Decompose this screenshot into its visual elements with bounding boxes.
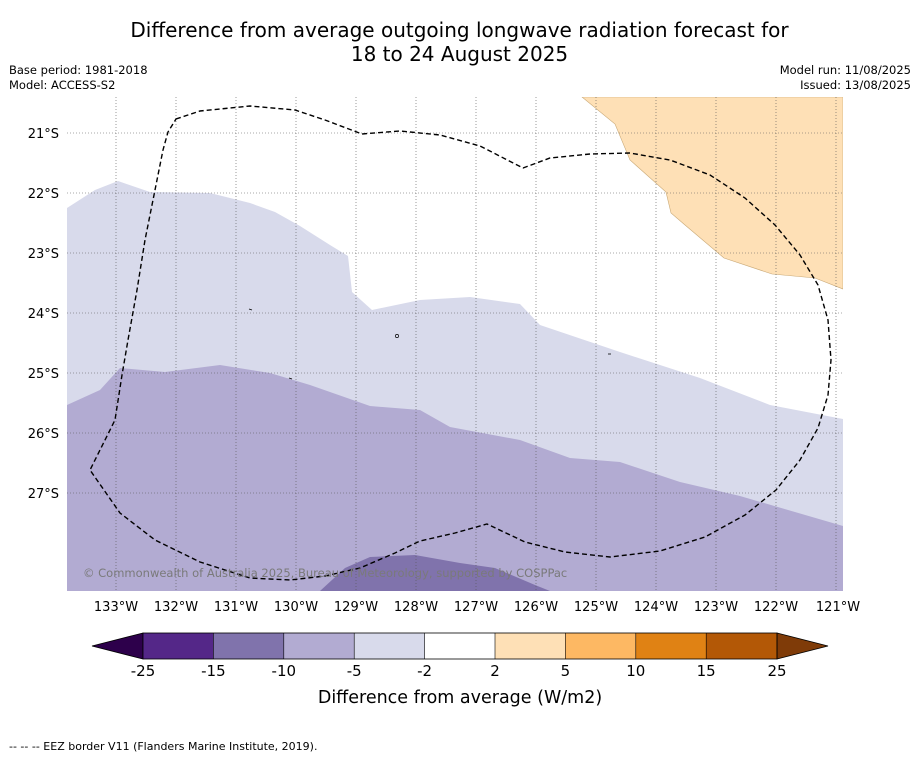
lon-label: 123°W <box>694 600 738 615</box>
lon-label: 131°W <box>214 600 258 615</box>
lon-label: 122°W <box>754 600 798 615</box>
meta-right: Model run: 11/08/2025 Issued: 13/08/2025 <box>780 63 911 92</box>
colorbar-segment <box>354 633 425 659</box>
colorbar: -25 -15 -10 -5 -2 2 5 10 15 25 Differenc… <box>91 632 829 708</box>
colorbar-segment <box>706 633 777 659</box>
lat-label: 27°S <box>28 487 59 502</box>
colorbar-tick: 25 <box>767 662 786 680</box>
eez-border <box>89 105 832 581</box>
lon-label: 125°W <box>574 600 618 615</box>
colorbar-segment <box>424 633 495 659</box>
title-line-2: 18 to 24 August 2025 <box>350 42 569 66</box>
lon-label: 133°W <box>94 600 138 615</box>
meta-left: Base period: 1981-2018 Model: ACCESS-S2 <box>9 63 148 92</box>
colorbar-tick: -25 <box>131 662 156 680</box>
anomaly-region-medium-lavender <box>67 365 843 591</box>
model-run: Model run: 11/08/2025 <box>779 63 911 77</box>
colorbar-segment <box>283 633 355 659</box>
island-marker <box>248 308 253 311</box>
lat-label: 21°S <box>28 127 59 142</box>
base-period: Base period: 1981-2018 <box>9 63 148 77</box>
lon-label: 127°W <box>454 600 498 615</box>
model-name: Model: ACCESS-S2 <box>9 77 116 92</box>
lon-label: 132°W <box>154 600 198 615</box>
colorbar-tick: -15 <box>201 662 226 680</box>
colorbar-dividers <box>213 633 707 659</box>
map-area: © Commonwealth of Australia 2025, Bureau… <box>67 97 843 591</box>
lon-label: 128°W <box>394 600 438 615</box>
colorbar-segment <box>495 633 566 659</box>
lon-label: 124°W <box>634 600 678 615</box>
colorbar-tick: 10 <box>626 662 645 680</box>
colorbar-tick: -10 <box>272 662 297 680</box>
lon-label: 126°W <box>514 600 558 615</box>
colorbar-frame <box>142 632 778 660</box>
colorbar-tick-labels: -25 -15 -10 -5 -2 2 5 10 15 25 <box>131 662 787 680</box>
colorbar-tick: 2 <box>490 662 500 680</box>
colorbar-tick: 5 <box>561 662 571 680</box>
lon-label: 130°W <box>274 600 318 615</box>
lat-label: 25°S <box>28 367 59 382</box>
colorbar-segment <box>565 633 636 659</box>
colorbar-tick: 15 <box>697 662 716 680</box>
parallel-gridlines <box>67 132 843 494</box>
eez-footnote: -- -- -- EEZ border V11 (Flanders Marine… <box>9 740 318 753</box>
lat-label: 22°S <box>28 187 59 202</box>
colorbar-extend-max <box>776 632 829 660</box>
lat-label: 26°S <box>28 427 59 442</box>
lon-label: 121°W <box>816 600 860 615</box>
lat-label: 23°S <box>28 247 59 262</box>
island-marker <box>395 334 399 338</box>
colorbar-segment <box>213 633 284 659</box>
title-line-1: Difference from average outgoing longwav… <box>130 18 789 42</box>
lat-label: 24°S <box>28 307 59 322</box>
longitude-labels: 133°W 132°W 131°W 130°W 129°W 128°W 127°… <box>94 600 860 615</box>
colorbar-label: Difference from average (W/m2) <box>318 688 602 708</box>
island-marker <box>288 377 293 380</box>
colorbar-tick: -5 <box>347 662 362 680</box>
colorbar-extend-min <box>91 632 144 660</box>
colorbar-tick: -2 <box>417 662 432 680</box>
colorbar-segment <box>143 633 214 659</box>
map-title: Difference from average outgoing longwav… <box>0 18 919 66</box>
colorbar-segment <box>635 633 707 659</box>
meridian-gridlines <box>115 97 837 591</box>
anomaly-region-dark-purple <box>320 555 550 591</box>
latitude-labels: 21°S 22°S 23°S 24°S 25°S 26°S 27°S <box>28 127 59 502</box>
lon-label: 129°W <box>334 600 378 615</box>
copyright-text: © Commonwealth of Australia 2025, Bureau… <box>83 566 567 580</box>
issued-date: Issued: 13/08/2025 <box>800 77 911 92</box>
